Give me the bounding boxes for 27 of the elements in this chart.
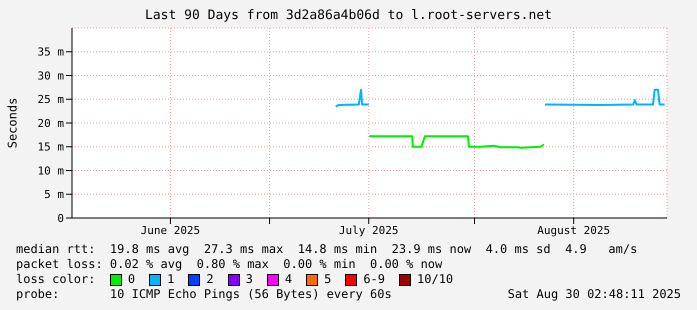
legend-label: 4 (284, 272, 292, 287)
legend-label: 0 (128, 272, 136, 287)
y-tick-label: 35 m (38, 46, 64, 59)
text: Sat Aug 30 02:48:11 2025 (508, 287, 681, 302)
legend-label: 10/10 (417, 272, 454, 287)
x-tick-label: July 2025 (338, 224, 399, 237)
legend-label: 2 (206, 272, 214, 287)
text: packet loss: 0.02 % avg 0.80 % max 0.00 % min 0.00 % now (16, 257, 444, 272)
legend-label: 5 (324, 272, 332, 287)
y-tick-label: 0 (57, 212, 64, 225)
legend-label: 3 (246, 272, 253, 287)
x-tick-label: June 2025 (140, 224, 200, 237)
y-tick-label: 5 m (44, 188, 64, 202)
text: probe: 10 ICMP Echo Pings (56 Bytes) every 60s (16, 287, 392, 302)
y-tick-label: 30 m (38, 69, 64, 82)
line-series (368, 135, 545, 149)
x-tick-label: August 2025 (537, 224, 610, 237)
y-tick-label: 20 m (38, 116, 64, 130)
legend-title: loss color: (16, 272, 96, 287)
y-tick-label: 15 m (38, 140, 64, 154)
y-tick-label: 25 m (38, 93, 64, 106)
text: median rtt: 19.8 ms avg 27.3 ms max 14.8 ms min 23.9 ms now 4.0 ms sd 4.9 am/s (16, 242, 638, 257)
y-axis-title: Seconds (5, 98, 20, 148)
legend-label: 6-9 (363, 272, 386, 287)
legend-label: 1 (167, 272, 174, 287)
y-tick-label: 10 m (38, 164, 64, 178)
chart-title: Last 90 Days from 3d2a86a4b06d to l.root-servers.net (144, 7, 553, 23)
